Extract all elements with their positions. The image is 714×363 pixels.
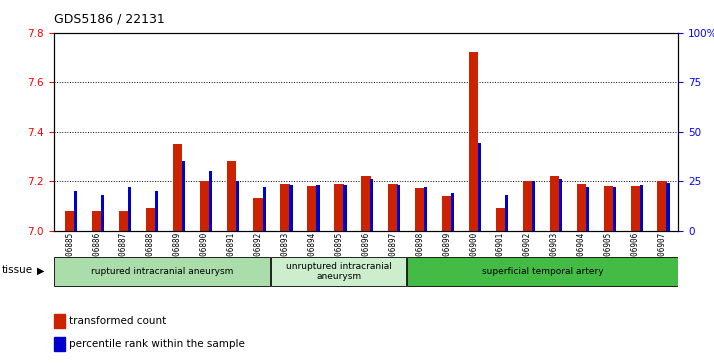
FancyBboxPatch shape [54, 257, 271, 286]
FancyBboxPatch shape [407, 257, 678, 286]
Bar [74, 191, 77, 231]
Bar [666, 183, 670, 231]
Bar [630, 186, 640, 231]
Bar [226, 161, 236, 231]
Bar [523, 181, 532, 231]
FancyBboxPatch shape [271, 257, 406, 286]
Bar [173, 144, 182, 231]
Bar [361, 176, 371, 231]
Bar [424, 187, 427, 231]
Bar [307, 186, 317, 231]
Bar [208, 171, 212, 231]
Bar [155, 191, 158, 231]
Bar [253, 198, 263, 231]
Bar [451, 193, 454, 231]
Bar [200, 181, 209, 231]
Bar [577, 184, 586, 231]
Bar [442, 196, 451, 231]
Bar [281, 184, 290, 231]
Text: ruptured intracranial aneurysm: ruptured intracranial aneurysm [91, 267, 233, 276]
Text: GDS5186 / 22131: GDS5186 / 22131 [54, 13, 164, 26]
Bar [289, 185, 293, 231]
Bar [505, 195, 508, 231]
Bar [397, 185, 401, 231]
Bar [92, 211, 101, 231]
Bar [613, 187, 615, 231]
Bar [550, 176, 559, 231]
Text: transformed count: transformed count [69, 316, 166, 326]
Text: tissue: tissue [1, 265, 33, 276]
Bar [316, 185, 320, 231]
Text: superficial temporal artery: superficial temporal artery [482, 267, 603, 276]
Bar [101, 195, 104, 231]
Bar [371, 179, 373, 231]
Bar [54, 314, 65, 329]
Bar [603, 186, 613, 231]
Bar [469, 53, 478, 231]
Bar [415, 188, 425, 231]
Bar [388, 184, 398, 231]
Bar [128, 187, 131, 231]
Bar [65, 211, 74, 231]
Bar [54, 337, 65, 351]
Bar [119, 211, 129, 231]
Text: unruptured intracranial
aneurysm: unruptured intracranial aneurysm [286, 262, 392, 281]
Bar [640, 185, 643, 231]
Bar [263, 187, 266, 231]
Bar [343, 185, 346, 231]
Bar [658, 181, 667, 231]
Bar [182, 161, 185, 231]
Bar [146, 208, 155, 231]
Text: ▶: ▶ [37, 265, 45, 276]
Bar [496, 208, 506, 231]
Bar [585, 187, 589, 231]
Bar [559, 179, 562, 231]
Bar [532, 181, 535, 231]
Text: percentile rank within the sample: percentile rank within the sample [69, 339, 245, 349]
Bar [478, 143, 481, 231]
Bar [236, 181, 238, 231]
Bar [334, 184, 343, 231]
